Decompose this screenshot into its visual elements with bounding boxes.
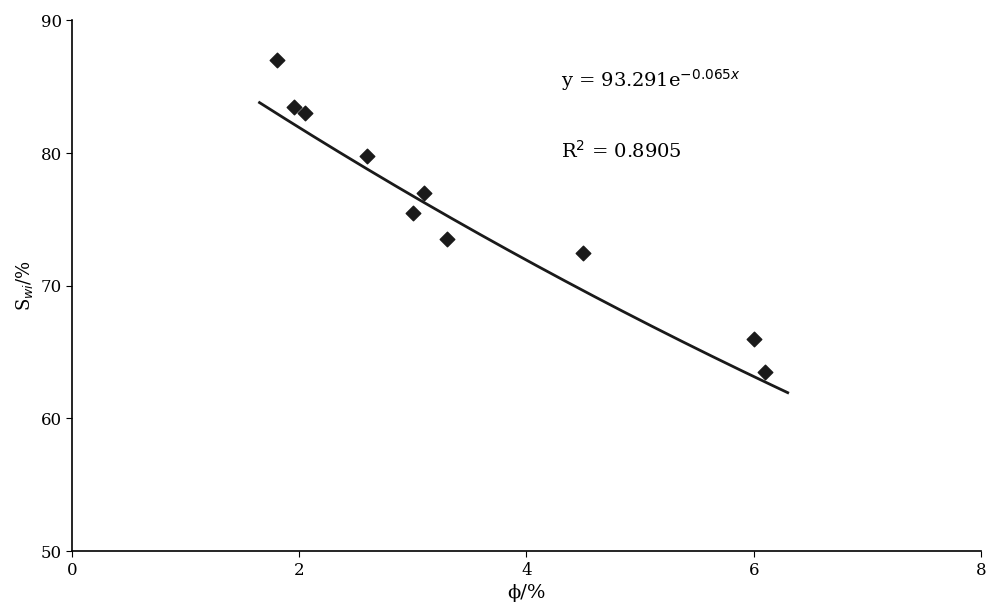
Point — [416, 188, 432, 198]
Point — [757, 367, 773, 377]
Point — [269, 55, 285, 65]
X-axis label: ϕ/%: ϕ/% — [507, 584, 546, 602]
Text: R$^2$ = 0.8905: R$^2$ = 0.8905 — [561, 140, 681, 162]
Point — [297, 108, 313, 118]
Point — [286, 102, 302, 111]
Point — [405, 208, 421, 217]
Point — [746, 334, 762, 344]
Point — [575, 248, 591, 257]
Point — [439, 235, 455, 245]
Text: y = 93.291e$^{-0.065x}$: y = 93.291e$^{-0.065x}$ — [561, 67, 740, 93]
Point — [359, 151, 375, 161]
Y-axis label: S$_{wi}$/%: S$_{wi}$/% — [14, 261, 35, 311]
